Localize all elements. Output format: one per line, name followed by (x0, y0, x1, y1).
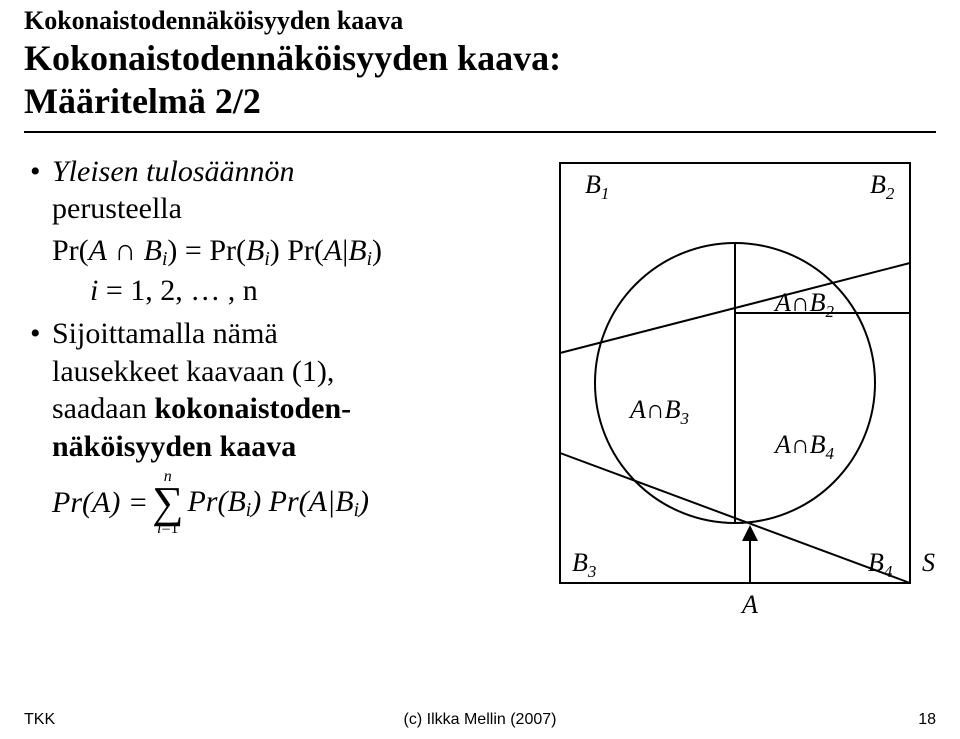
eq1-pr: Pr( (52, 234, 89, 267)
content-row: • Yleisen tulosäännön perusteella Pr(A ∩… (0, 133, 960, 613)
heading-title-line2: Määritelmä 2/2 (24, 81, 936, 122)
partition-lines (560, 243, 910, 583)
equation-2: Pr(A) = n ∑ i=1 Pr(Bi) Pr(A|Bi) (30, 469, 369, 536)
bullet-2-line3b: kokonaistoden- (154, 392, 351, 425)
slide: Kokonaistodennäköisyyden kaava Kokonaist… (0, 0, 960, 739)
footer-left: TKK (24, 711, 55, 729)
svg-text:B2: B2 (870, 170, 895, 203)
sigma: n ∑ i=1 (152, 469, 183, 536)
footer: TKK (c) Ilkka Mellin (2007) 18 (0, 711, 960, 729)
bullet-1-line2: perusteella (52, 192, 182, 225)
text-column: • Yleisen tulosäännön perusteella Pr(A ∩… (30, 153, 550, 613)
equation-1-range: i = 1, 2, … , n (30, 272, 550, 310)
eq2-rhs: Pr(Bi) Pr(A|Bi) (187, 483, 369, 523)
heading-overline: Kokonaistodennäköisyyden kaava (24, 6, 936, 36)
svg-text:B3: B3 (572, 548, 596, 581)
bullet-2-line1: Sijoittamalla nämä (52, 317, 278, 350)
bullet-dot: • (30, 153, 52, 228)
venn-diagram: B1 B2 B3 B4 S A A∩B2 A∩B3 A∩B4 (550, 153, 960, 623)
svg-text:B1: B1 (585, 170, 609, 203)
equation-1: Pr(A ∩ Bi) = Pr(Bi) Pr(A|Bi) (30, 232, 550, 272)
svg-text:A: A (740, 590, 758, 619)
bullet-1-line1: Yleisen tulosäännön (52, 155, 295, 188)
footer-right: 18 (918, 711, 936, 729)
eq2-lhs: Pr(A) = (52, 484, 148, 522)
svg-text:B4: B4 (868, 548, 893, 581)
bullet-1-text: Yleisen tulosäännön perusteella (52, 153, 550, 228)
svg-text:A∩B4: A∩B4 (773, 430, 835, 463)
svg-text:A∩B3: A∩B3 (628, 395, 689, 428)
bullet-2-line4: näköisyyden kaava (52, 430, 296, 463)
heading-title-line1: Kokonaistodennäköisyyden kaava: (24, 38, 936, 79)
diagram-labels: B1 B2 B3 B4 S A A∩B2 A∩B3 A∩B4 (572, 170, 935, 619)
bullet-2-line2: lausekkeet kaavaan (1), (52, 355, 334, 388)
bullet-2-line3a: saadaan (52, 392, 154, 425)
bullet-1: • Yleisen tulosäännön perusteella (30, 153, 550, 228)
heading-block: Kokonaistodennäköisyyden kaava Kokonaist… (0, 0, 960, 133)
svg-text:A∩B2: A∩B2 (773, 288, 835, 321)
svg-text:S: S (922, 548, 935, 577)
bullet-2: • Sijoittamalla nämä lausekkeet kaavaan … (30, 315, 550, 465)
diagram-column: B1B2B3B4SAA∩B2A∩B3A∩B4 (550, 153, 950, 613)
footer-center: (c) Ilkka Mellin (2007) (0, 711, 960, 729)
bullet-2-text: Sijoittamalla nämä lausekkeet kaavaan (1… (52, 315, 550, 465)
bullet-dot: • (30, 315, 52, 465)
